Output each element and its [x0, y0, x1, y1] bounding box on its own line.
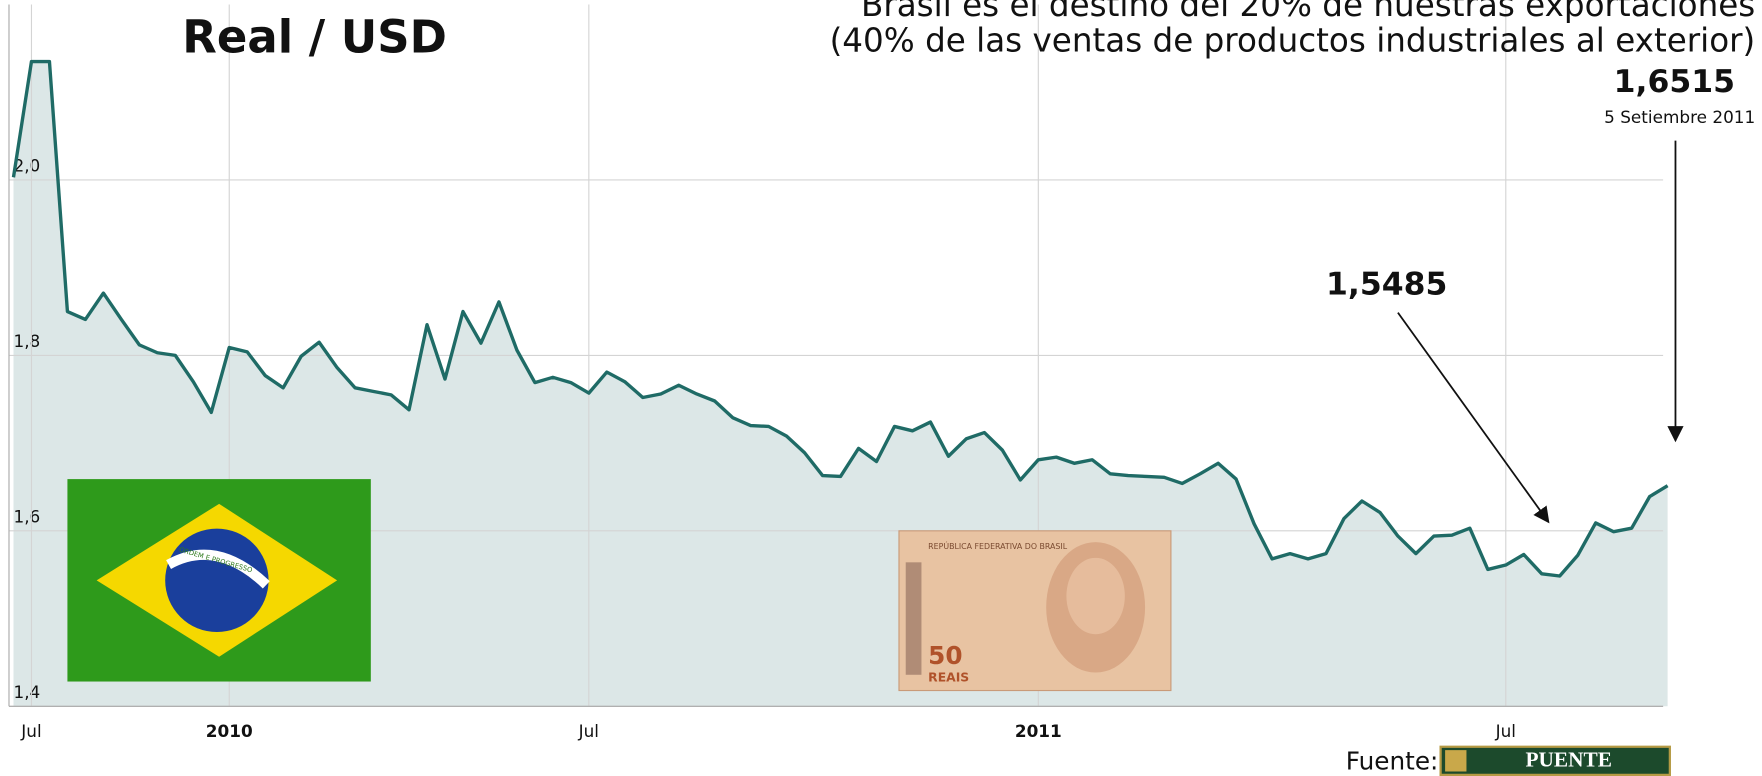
y-tick-label: 1,4 [13, 682, 40, 702]
brazil-flag: ORDEM E PROGRESSO [67, 479, 371, 682]
annotation: 5 Setiembre 2011 [1604, 107, 1755, 127]
banknote: REPÚBLICA FEDERATIVA DO BRASIL 50 REAIS [898, 530, 1172, 692]
value-label: 1,6515 [1614, 64, 1735, 100]
source-logo-text: PUENTE [1525, 747, 1612, 771]
value-label: 1,5485 [1326, 267, 1447, 303]
x-tick-label: Jul [20, 721, 41, 741]
annotation-arrow [1397, 312, 1550, 524]
chart-title: Real / USD [182, 10, 447, 63]
line [11, 59, 1669, 578]
y-tick-label: 1,8 [13, 331, 40, 351]
x-tick-label: 2011 [1015, 721, 1062, 741]
source-logo: PUENTE [1439, 745, 1671, 776]
y-tick-label: 1,6 [13, 506, 40, 526]
y-tick-label: 2,0 [13, 155, 40, 175]
x-tick-label: Jul [1495, 721, 1516, 741]
x-tick-label: 2010 [206, 721, 253, 741]
source: Fuente: [1346, 746, 1439, 775]
area [13, 61, 1668, 707]
banknote-header: REPÚBLICA FEDERATIVA DO BRASIL [928, 540, 1068, 551]
banknote-currency: REAIS [928, 671, 969, 685]
subtitle: (40% de las ventas de productos industri… [830, 22, 1756, 60]
banknote-denomination: 50 [928, 641, 962, 670]
subtitle: Brasil es el destino del 20% de nuestras… [861, 0, 1755, 24]
x-tick-label: Jul [578, 721, 599, 741]
